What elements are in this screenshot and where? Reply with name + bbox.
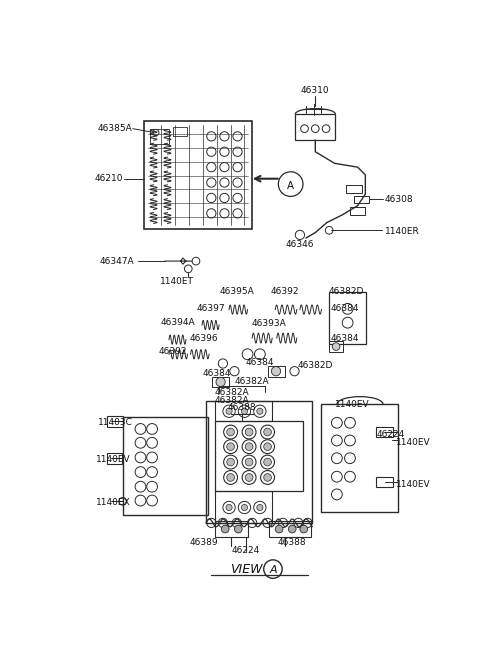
Bar [376, 426, 393, 438]
Bar [329, 341, 343, 352]
Bar [173, 127, 187, 136]
Bar [346, 185, 361, 193]
Circle shape [245, 428, 253, 436]
Bar [329, 292, 366, 345]
Text: 1140ET: 1140ET [160, 276, 193, 286]
Circle shape [234, 525, 242, 533]
Text: 46382A: 46382A [215, 396, 250, 405]
Circle shape [264, 458, 271, 466]
Text: 1140EX: 1140EX [96, 498, 131, 508]
Circle shape [264, 428, 271, 436]
Text: VIEW: VIEW [230, 563, 262, 576]
Circle shape [216, 377, 225, 386]
Text: 46224: 46224 [232, 546, 260, 555]
Circle shape [227, 443, 234, 451]
Text: 46210: 46210 [94, 174, 123, 183]
Text: 46384: 46384 [203, 369, 231, 378]
Text: 1140ER: 1140ER [384, 227, 420, 236]
Circle shape [227, 458, 234, 466]
Circle shape [241, 408, 248, 415]
Bar [267, 365, 285, 377]
Text: 46224: 46224 [377, 430, 405, 439]
Bar [215, 402, 272, 421]
Circle shape [245, 458, 253, 466]
Text: 46393A: 46393A [252, 319, 287, 328]
Bar [322, 404, 398, 512]
Bar [215, 521, 248, 536]
Text: 46388: 46388 [278, 538, 307, 548]
Text: 46395A: 46395A [219, 288, 254, 297]
Text: 46308: 46308 [384, 195, 413, 204]
Text: 46382A: 46382A [235, 377, 269, 386]
Circle shape [226, 408, 232, 415]
Text: 46388: 46388 [228, 403, 256, 412]
Bar [123, 417, 207, 515]
Text: 46384: 46384 [331, 303, 359, 312]
Circle shape [227, 428, 234, 436]
Circle shape [264, 474, 271, 481]
Text: 46310: 46310 [301, 86, 330, 95]
Bar [215, 491, 272, 523]
Text: 1140EV: 1140EV [396, 480, 431, 489]
Text: A: A [287, 181, 294, 191]
Text: 46382A: 46382A [215, 388, 250, 398]
Bar [108, 416, 123, 426]
Text: 46392: 46392 [158, 347, 187, 356]
Circle shape [227, 474, 234, 481]
Text: 46385A: 46385A [97, 124, 132, 133]
Bar [150, 128, 169, 144]
Circle shape [275, 525, 283, 533]
Bar [376, 477, 393, 487]
Text: 46346: 46346 [286, 240, 314, 249]
Bar [354, 196, 369, 203]
Text: 1140EV: 1140EV [96, 455, 131, 464]
Text: 46389: 46389 [189, 538, 218, 548]
Circle shape [257, 504, 263, 510]
Circle shape [241, 504, 248, 510]
Bar [107, 453, 122, 464]
Circle shape [264, 443, 271, 451]
Bar [212, 377, 229, 387]
Text: 46384: 46384 [331, 333, 359, 343]
Text: 46396: 46396 [189, 333, 218, 343]
Text: 46394A: 46394A [161, 318, 195, 328]
Circle shape [221, 525, 229, 533]
Bar [144, 121, 252, 229]
Text: A: A [269, 565, 277, 575]
Text: 46397: 46397 [197, 303, 226, 312]
Text: 46382D: 46382D [328, 288, 364, 297]
Circle shape [226, 504, 232, 510]
Circle shape [245, 474, 253, 481]
Text: 1140EV: 1140EV [396, 438, 431, 447]
Text: 1140EV: 1140EV [335, 400, 369, 409]
Circle shape [245, 443, 253, 451]
Circle shape [300, 525, 308, 533]
Text: 46392: 46392 [270, 288, 299, 297]
Bar [350, 207, 365, 215]
Bar [269, 521, 311, 536]
Bar [295, 114, 336, 140]
Text: 11403C: 11403C [98, 419, 133, 427]
Circle shape [257, 408, 263, 415]
Text: 46347A: 46347A [100, 257, 134, 265]
Circle shape [332, 343, 340, 350]
Bar [215, 421, 303, 491]
Circle shape [271, 367, 281, 376]
Circle shape [288, 525, 296, 533]
Bar [206, 402, 312, 523]
Text: 46382D: 46382D [298, 362, 333, 370]
Text: 46384: 46384 [246, 358, 274, 367]
